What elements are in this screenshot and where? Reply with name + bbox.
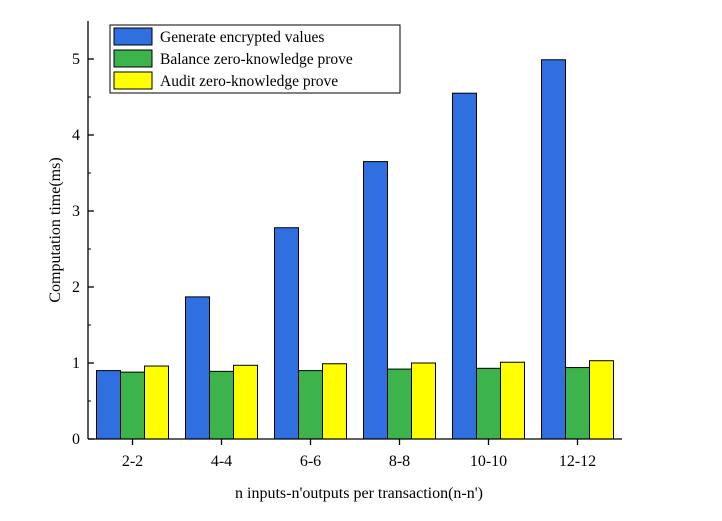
axes-layer: 0 1 2 3 4 5 2-2 4-4 6-6 8-8 10-10 12-12 n inputs-n'o…: [47, 21, 622, 502]
x-tick-label: 2-2: [122, 453, 143, 470]
legend-swatch: [113, 49, 153, 68]
bar-audit-zero-knowledge-prove-12-12: [589, 360, 614, 440]
y-tick-label: 4: [72, 127, 80, 144]
x-tick-label: 4-4: [211, 453, 232, 470]
bar-balance-zero-knowledge-prove-2-2: [120, 371, 145, 440]
bar-balance-zero-knowledge-prove-8-8: [387, 368, 412, 440]
y-tick-label: 5: [72, 51, 80, 68]
bar-generate-encrypted-values-12-12: [541, 59, 566, 440]
bar-balance-zero-knowledge-prove-10-10: [476, 367, 501, 440]
bars-layer: [96, 59, 614, 440]
legend-label: Audit zero-knowledge prove: [160, 73, 338, 90]
bar-generate-encrypted-values-4-4: [185, 296, 210, 440]
bar-audit-zero-knowledge-prove-2-2: [144, 365, 169, 440]
legend-label: Balance zero-knowledge prove: [160, 51, 353, 68]
legend: Generate encrypted values Balance zero-kn…: [109, 24, 401, 94]
x-axis-label: n inputs-n'outputs per transaction(n-n'): [235, 485, 483, 502]
y-tick-label: 2: [72, 279, 80, 296]
bar-balance-zero-knowledge-prove-6-6: [298, 370, 323, 440]
bar-generate-encrypted-values-10-10: [452, 92, 477, 440]
bar-audit-zero-knowledge-prove-6-6: [322, 363, 347, 440]
y-tick-label: 1: [72, 355, 80, 372]
y-tick-label: 3: [72, 203, 80, 220]
bar-generate-encrypted-values-8-8: [363, 161, 388, 440]
x-tick-label: 8-8: [389, 453, 410, 470]
legend-swatch: [113, 71, 153, 90]
y-tick-label: 0: [72, 431, 80, 448]
bar-audit-zero-knowledge-prove-4-4: [233, 364, 258, 440]
legend-label: Generate encrypted values: [160, 29, 324, 46]
legend-swatch: [113, 27, 153, 46]
x-tick-label: 12-12: [559, 453, 596, 470]
x-tick-label: 6-6: [300, 453, 321, 470]
legend-frame: [109, 24, 401, 94]
bar-audit-zero-knowledge-prove-10-10: [500, 361, 525, 440]
bar-balance-zero-knowledge-prove-12-12: [565, 367, 590, 440]
bar-generate-encrypted-values-2-2: [96, 370, 121, 440]
bar-generate-encrypted-values-6-6: [274, 227, 299, 440]
bar-audit-zero-knowledge-prove-8-8: [411, 362, 436, 440]
x-tick-label: 10-10: [470, 453, 507, 470]
y-axis-label: Computation time(ms): [47, 157, 64, 302]
bar-balance-zero-knowledge-prove-4-4: [209, 370, 234, 440]
